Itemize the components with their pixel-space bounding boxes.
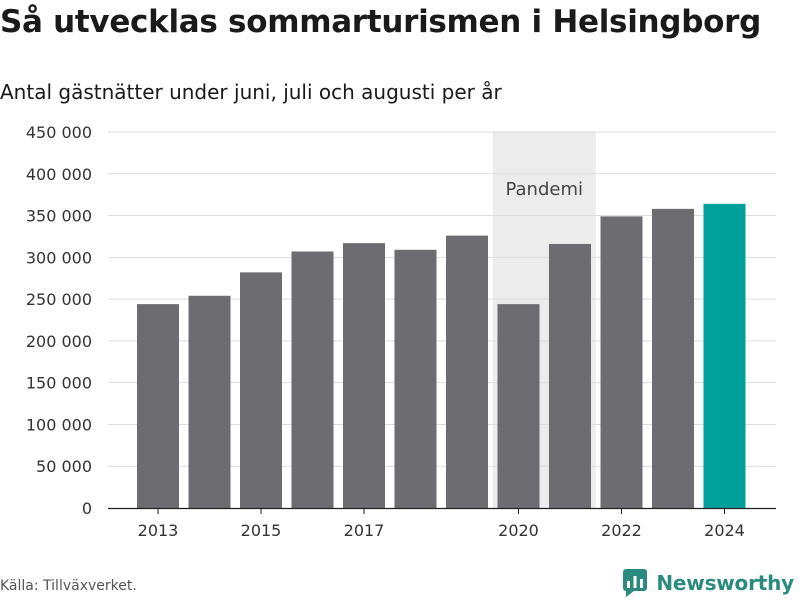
y-tick-label: 50 000 <box>36 457 92 476</box>
x-tick-label: 2020 <box>498 521 539 540</box>
bar <box>240 272 282 508</box>
x-tick-label: 2015 <box>241 521 282 540</box>
y-tick-label: 100 000 <box>26 415 92 434</box>
bar <box>394 249 437 508</box>
bar <box>188 295 231 508</box>
y-tick-label: 250 000 <box>26 290 92 309</box>
y-tick-label: 300 000 <box>26 248 92 267</box>
bar <box>652 208 694 509</box>
y-tick-label: 200 000 <box>26 332 92 351</box>
bar <box>600 216 643 508</box>
x-tick-label: 2017 <box>344 521 385 540</box>
bar <box>446 235 488 508</box>
newsworthy-logo-icon <box>623 569 648 597</box>
bar <box>497 304 540 508</box>
bar <box>549 243 591 508</box>
chart-subtitle: Antal gästnätter under juni, juli och au… <box>0 80 502 104</box>
chart-title: Så utvecklas sommarturismen i Helsingbor… <box>0 4 761 40</box>
x-tick-label: 2022 <box>601 521 642 540</box>
x-tick-label: 2013 <box>138 521 179 540</box>
bar <box>291 251 334 509</box>
bar-highlight <box>703 203 746 508</box>
brand-logo: Newsworthy <box>622 568 794 598</box>
brand-name: Newsworthy <box>656 571 794 595</box>
x-tick-label: 2024 <box>704 521 745 540</box>
y-tick-label: 350 000 <box>26 207 92 226</box>
bar <box>343 243 385 508</box>
bar <box>137 304 179 508</box>
y-tick-label: 150 000 <box>26 374 92 393</box>
y-tick-label: 450 000 <box>26 123 92 142</box>
source-note: Källa: Tillväxverket. <box>0 578 137 594</box>
y-tick-label: 400 000 <box>26 165 92 184</box>
y-tick-label: 0 <box>82 499 92 518</box>
pandemic-label: Pandemi <box>505 179 583 200</box>
